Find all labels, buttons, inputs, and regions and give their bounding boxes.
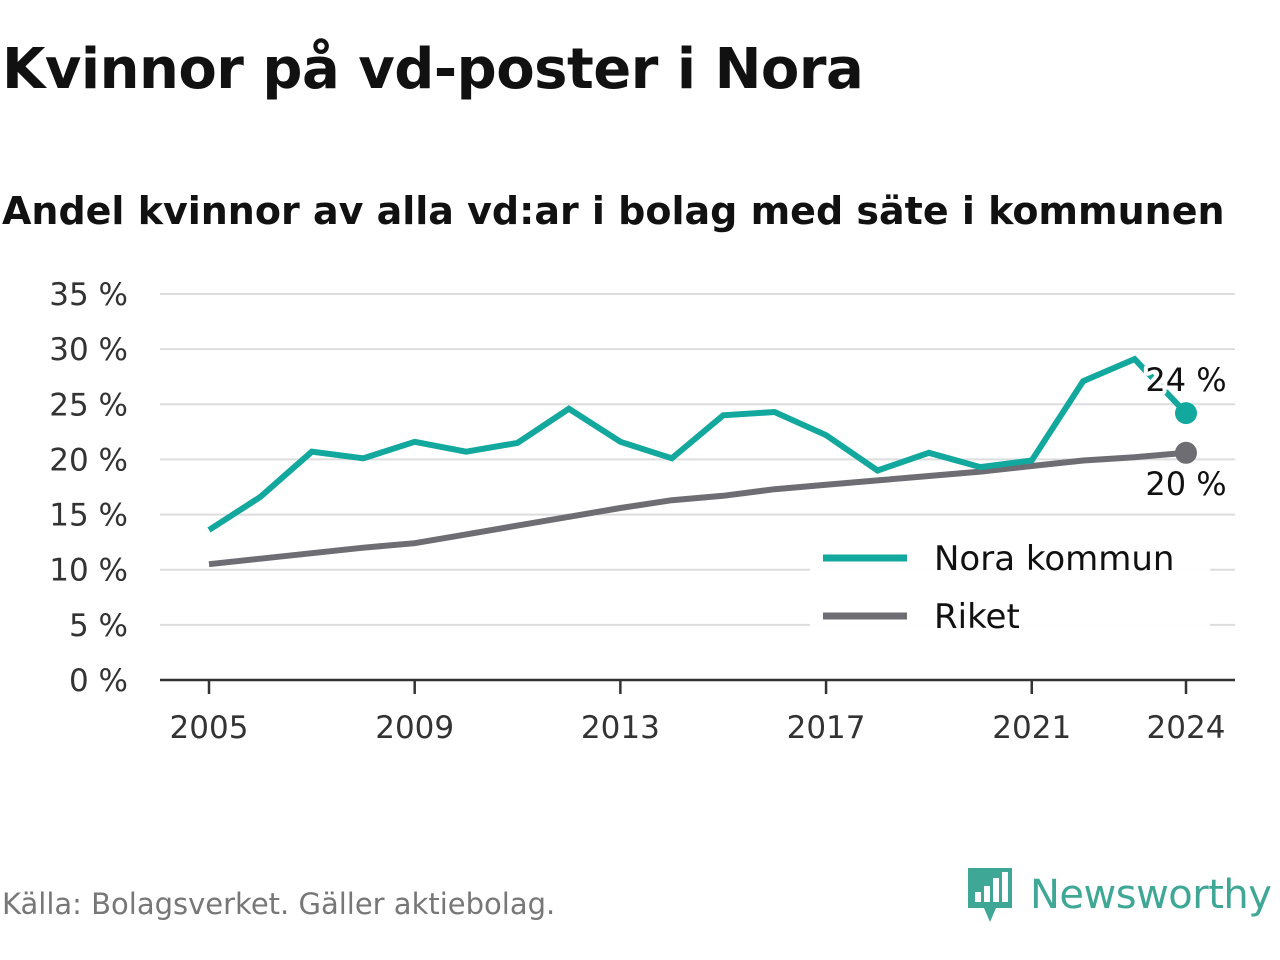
y-tick-label: 30 %: [49, 332, 128, 368]
end-point-riket[interactable]: [1175, 441, 1197, 464]
legend-label-riket: Riket: [934, 597, 1020, 637]
brand-logo[interactable]: Newsworthy: [964, 864, 1272, 926]
x-tick-label: 2009: [375, 710, 454, 746]
bar-chart-speech-bubble-icon: [968, 868, 1012, 922]
x-tick-label: 2024: [1147, 710, 1226, 746]
end-label-nora-kommun: 24 %: [1145, 361, 1226, 399]
x-tick-label: 2005: [170, 710, 249, 746]
line-chart: 0 % 5 % 10 % 15 % 20 % 25 % 30 % 35 % 2005 2009 20…: [49, 277, 1235, 746]
y-tick-label: 10 %: [49, 553, 128, 589]
y-tick-label: 15 %: [49, 498, 128, 534]
y-tick-label: 35 %: [49, 277, 128, 313]
x-tick-label: 2017: [787, 710, 866, 746]
legend-label-nora-kommun: Nora kommun: [934, 539, 1174, 579]
series-line-riket: [208, 449, 1187, 568]
x-tick-label: 2021: [992, 710, 1071, 746]
brand-name: Newsworthy: [1030, 872, 1272, 918]
chart-title: Kvinnor på vd-poster i Nora: [2, 37, 864, 102]
chart-subtitle: Andel kvinnor av alla vd:ar i bolag med …: [2, 189, 1225, 233]
y-tick-label: 5 %: [69, 608, 128, 644]
end-label-riket: 20 %: [1145, 465, 1226, 503]
end-point-nora-kommun[interactable]: [1175, 402, 1197, 425]
x-tick-label: 2013: [581, 710, 660, 746]
series-line-nora-kommun: [207, 355, 1189, 533]
y-tick-label: 0 %: [69, 663, 128, 699]
y-tick-label: 25 %: [49, 387, 128, 423]
y-tick-label: 20 %: [49, 442, 128, 478]
source-note: Källa: Bolagsverket. Gäller aktiebolag.: [2, 887, 556, 921]
